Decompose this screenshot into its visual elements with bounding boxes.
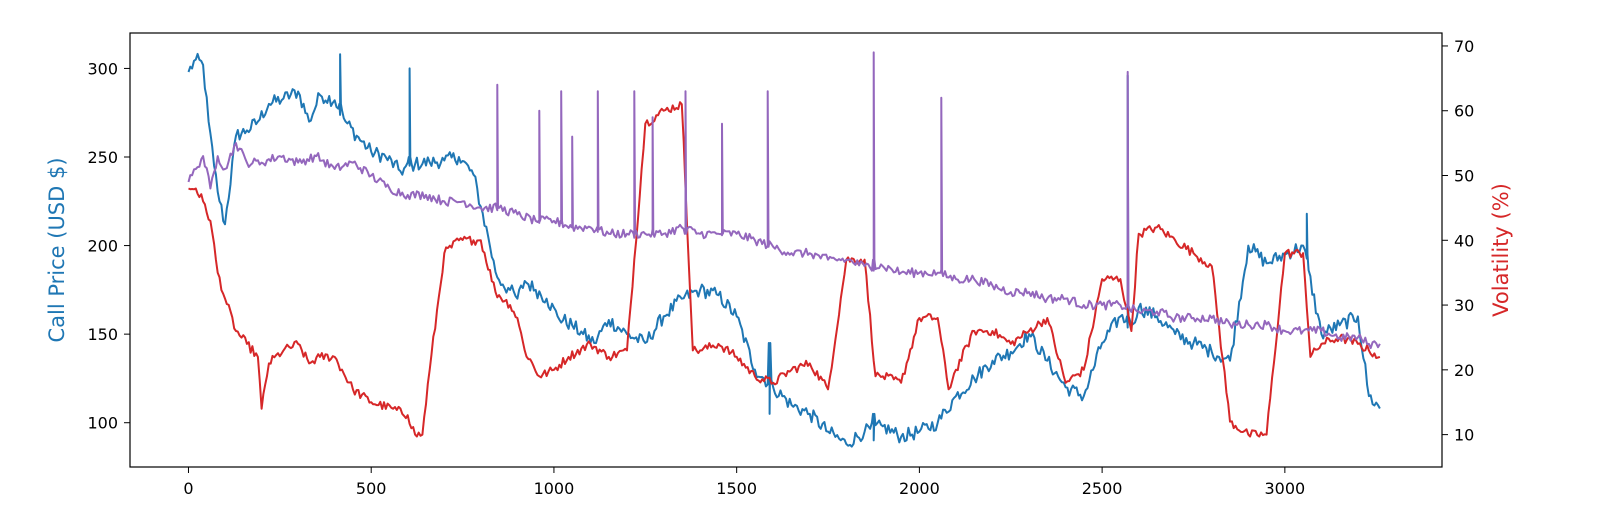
- y-right-tick-label: 30: [1454, 296, 1474, 315]
- y-right-tick-label: 10: [1454, 426, 1474, 445]
- y-right-tick-label: 50: [1454, 167, 1474, 186]
- y-axis-left-title: Call Price (USD $): [45, 157, 69, 342]
- y-left-tick-label: 200: [87, 237, 118, 256]
- series-layer: [187, 51, 1381, 448]
- x-tick-label: 2500: [1082, 479, 1123, 498]
- plot-frame: [129, 32, 1443, 468]
- volatility-red-line: [188, 101, 1381, 438]
- x-axis: 0 500 1000 1500 2000 2500 3000: [183, 467, 1305, 498]
- y-axis-right-title: Volatility (%): [1489, 183, 1513, 317]
- y-left-tick-label: 150: [87, 325, 118, 344]
- y-left-tick-label: 250: [87, 148, 118, 167]
- volatility-purple-line: [187, 51, 1381, 350]
- x-tick-label: 1500: [716, 479, 757, 498]
- x-tick-label: 0: [183, 479, 193, 498]
- x-tick-label: 1000: [534, 479, 575, 498]
- y-right-tick-label: 40: [1454, 231, 1474, 250]
- y-axis-right: 10 20 30 40 50 60 70: [1442, 37, 1474, 445]
- x-tick-label: 2000: [899, 479, 940, 498]
- y-left-tick-label: 100: [87, 414, 118, 433]
- x-tick-label: 3000: [1264, 479, 1305, 498]
- y-left-tick-label: 300: [87, 59, 118, 78]
- y-right-tick-label: 70: [1454, 37, 1474, 56]
- y-axis-left: 100 150 200 250 300: [87, 59, 130, 433]
- x-tick-label: 500: [356, 479, 387, 498]
- y-right-tick-label: 60: [1454, 102, 1474, 121]
- y-right-tick-label: 20: [1454, 361, 1474, 380]
- call-price-line: [187, 52, 1381, 448]
